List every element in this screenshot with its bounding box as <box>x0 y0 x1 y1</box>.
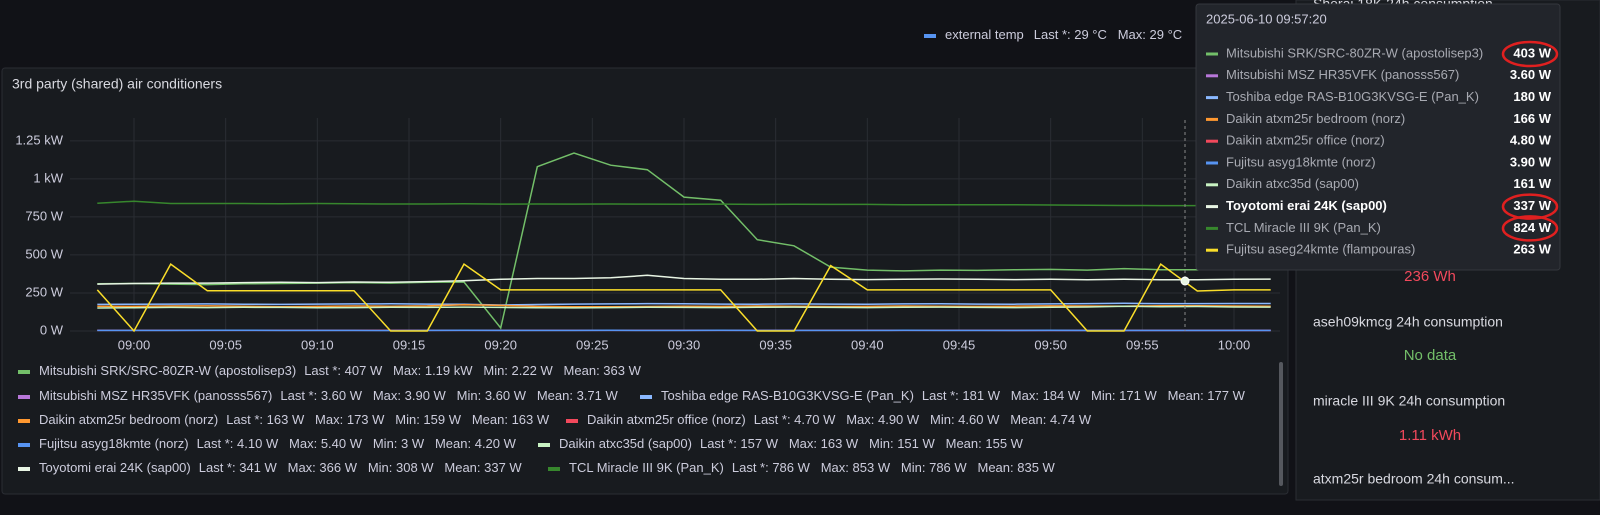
x-tick-label: 09:45 <box>943 337 976 352</box>
legend-stats: Last *: 341 W Max: 366 W Min: 308 W Mean… <box>199 460 523 475</box>
x-tick-label: 09:05 <box>209 337 242 352</box>
tooltip-value: 161 W <box>1513 176 1551 191</box>
x-tick-label: 09:50 <box>1034 337 1067 352</box>
hover-point <box>1181 277 1189 285</box>
tooltip-name: Daikin atxc35d (sap00) <box>1226 176 1359 191</box>
legend-stats: Last *: 163 W Max: 173 W Min: 159 W Mean… <box>226 412 550 427</box>
tooltip-value: 337 W <box>1513 198 1551 213</box>
y-tick-label: 1.25 kW <box>15 132 63 147</box>
tooltip-value: 4.80 W <box>1510 133 1552 148</box>
tooltip-name: Toshiba edge RAS-B10G3KVSG-E (Pan_K) <box>1226 89 1479 104</box>
legend-item: external temp Last *: 29 °C Max: 29 °C <box>945 27 1182 42</box>
legend-name: Mitsubishi MSZ HR35VFK (panosss567) <box>39 388 272 403</box>
legend-stats: Last *: 4.70 W Max: 4.90 W Min: 4.60 W M… <box>754 412 1092 427</box>
tooltip-name: Toyotomi erai 24K (sap00) <box>1226 198 1387 213</box>
legend-item[interactable]: Toyotomi erai 24K (sap00) Last *: 341 W M… <box>39 460 522 475</box>
legend-stats: Last *: 4.10 W Max: 5.40 W Min: 3 W Mean… <box>197 436 517 451</box>
x-tick-label: 09:55 <box>1126 337 1159 352</box>
legend-name: Fujitsu asyg18kmte (norz) <box>39 436 189 451</box>
tooltip-value: 824 W <box>1513 220 1551 235</box>
x-tick-label: 09:20 <box>484 337 517 352</box>
legend-item[interactable]: Fujitsu asyg18kmte (norz) Last *: 4.10 W … <box>39 436 517 451</box>
legend-stats: Last *: 407 W Max: 1.19 kW Min: 2.22 W M… <box>304 363 641 378</box>
stat-value: No data <box>1404 347 1457 364</box>
tooltip-value: 403 W <box>1513 45 1551 60</box>
tooltip-value: 263 W <box>1513 242 1551 257</box>
legend-stats: Last *: 3.60 W Max: 3.90 W Min: 3.60 W M… <box>280 388 618 403</box>
tooltip-name: Daikin atxm25r bedroom (norz) <box>1226 111 1405 126</box>
tooltip-time: 2025-06-10 09:57:20 <box>1206 11 1327 26</box>
tooltip-value: 180 W <box>1513 89 1551 104</box>
legend-item[interactable]: Mitsubishi SRK/SRC-80ZR-W (apostolisep3)… <box>39 363 642 378</box>
tooltip-name: TCL Miracle III 9K (Pan_K) <box>1226 220 1381 235</box>
stat-title: atxm25r bedroom 24h consum... <box>1313 471 1515 487</box>
y-tick-label: 1 kW <box>33 170 63 185</box>
legend-item[interactable]: Mitsubishi MSZ HR35VFK (panosss567) Last … <box>39 388 618 403</box>
x-tick-label: 09:10 <box>301 337 334 352</box>
tooltip-name: Daikin atxm25r office (norz) <box>1226 133 1385 148</box>
stat-value: 1.11 kWh <box>1399 427 1461 444</box>
tooltip-value: 3.60 W <box>1510 67 1552 82</box>
tooltip-name: Mitsubishi MSZ HR35VFK (panosss567) <box>1226 67 1459 82</box>
legend-item[interactable]: Daikin atxc35d (sap00) Last *: 157 W Max:… <box>559 436 1024 451</box>
tooltip-name: Fujitsu asyg18kmte (norz) <box>1226 154 1376 169</box>
legend-name: Daikin atxm25r bedroom (norz) <box>39 412 218 427</box>
scrollbar[interactable] <box>1279 362 1283 486</box>
x-tick-label: 09:35 <box>759 337 792 352</box>
stat-title: miracle III 9K 24h consumption <box>1313 393 1505 409</box>
tooltip-value: 166 W <box>1513 111 1551 126</box>
legend-name: Mitsubishi SRK/SRC-80ZR-W (apostolisep3) <box>39 363 296 378</box>
x-tick-label: 09:00 <box>118 337 151 352</box>
legend-item[interactable]: Toshiba edge RAS-B10G3KVSG-E (Pan_K) Last… <box>661 388 1246 403</box>
stat-title: aseh09kmcg 24h consumption <box>1313 314 1503 330</box>
x-tick-label: 09:30 <box>668 337 701 352</box>
x-tick-label: 10:00 <box>1218 337 1251 352</box>
y-tick-label: 750 W <box>25 208 63 223</box>
tooltip-name: Fujitsu aseg24kmte (flampouras) <box>1226 242 1415 257</box>
legend-item[interactable]: Daikin atxm25r office (norz) Last *: 4.70… <box>587 412 1092 427</box>
y-tick-label: 250 W <box>25 284 63 299</box>
panel-title: 3rd party (shared) air conditioners <box>12 76 222 92</box>
legend-stats: Last *: 181 W Max: 184 W Min: 171 W Mean… <box>922 388 1246 403</box>
x-tick-label: 09:25 <box>576 337 609 352</box>
y-tick-label: 0 W <box>40 322 64 337</box>
y-tick-label: 500 W <box>25 246 63 261</box>
legend-item[interactable]: TCL Miracle III 9K (Pan_K) Last *: 786 W … <box>569 460 1056 475</box>
legend-name: Daikin atxc35d (sap00) <box>559 436 692 451</box>
tooltip-value: 3.90 W <box>1510 154 1552 169</box>
legend-name: Daikin atxm25r office (norz) <box>587 412 746 427</box>
legend-stats: Last *: 157 W Max: 163 W Min: 151 W Mean… <box>700 436 1024 451</box>
tooltip-name: Mitsubishi SRK/SRC-80ZR-W (apostolisep3) <box>1226 45 1483 60</box>
legend-name: TCL Miracle III 9K (Pan_K) <box>569 460 724 475</box>
legend-item[interactable]: Daikin atxm25r bedroom (norz) Last *: 163… <box>39 412 550 427</box>
x-tick-label: 09:15 <box>393 337 426 352</box>
legend-stats: Last *: 786 W Max: 853 W Min: 786 W Mean… <box>732 460 1056 475</box>
legend-stats: Last *: 29 °C Max: 29 °C <box>1034 27 1182 42</box>
x-tick-label: 09:40 <box>851 337 884 352</box>
stat-value: 236 Wh <box>1404 268 1456 285</box>
legend-name: external temp <box>945 27 1024 42</box>
legend-name: Toyotomi erai 24K (sap00) <box>39 460 191 475</box>
legend-name: Toshiba edge RAS-B10G3KVSG-E (Pan_K) <box>661 388 914 403</box>
